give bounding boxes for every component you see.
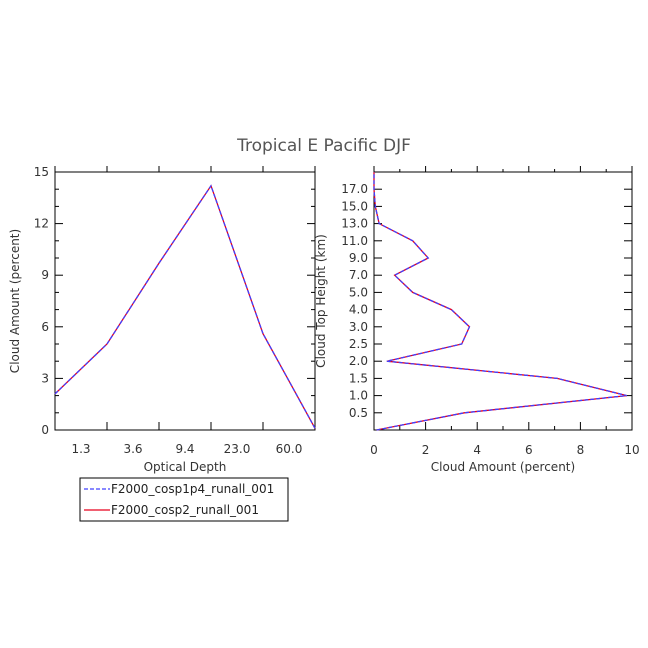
legend-label-series1: F2000_cosp1p4_runall_001: [111, 482, 274, 496]
right-y-tick-label: 9.0: [349, 251, 368, 265]
right-x-tick-label: 10: [624, 443, 639, 457]
right-y-tick-label: 17.0: [341, 182, 368, 196]
legend: F2000_cosp1p4_runall_001 F2000_cosp2_run…: [79, 477, 289, 522]
right-y-tick-label: 1.0: [349, 389, 368, 403]
left-y-tick-label: 12: [34, 217, 49, 231]
left-series-line-1: [54, 184, 316, 429]
right-y-tick-label: 1.5: [349, 371, 368, 385]
left-series-group: [54, 184, 316, 429]
right-series-line-2: [373, 172, 627, 431]
right-series-group: [373, 172, 627, 431]
right-y-tick-label: 2.5: [349, 337, 368, 351]
right-y-axis-title: Cloud Top Height (km): [314, 234, 328, 368]
left-x-tick-label: 60.0: [276, 442, 303, 456]
left-series-line-2: [54, 184, 316, 429]
left-x-tick-label: 1.3: [71, 442, 90, 456]
left-x-tick-label: 9.4: [175, 442, 194, 456]
figure-title: Tropical E Pacific DJF: [236, 136, 411, 156]
left-x-axis-title: Optical Depth: [144, 460, 227, 474]
right-series-line-1: [373, 172, 627, 431]
left-y-tick-label: 9: [41, 268, 49, 282]
right-ticks: 0 2 4 6 8 10 0.5 1.0 1.5 2.0 2.5 3.0 4.0 5.0 7.0 9.0 11.…: [341, 166, 640, 457]
left-y-axis-title: Cloud Amount (percent): [8, 229, 22, 373]
left-ticks: 0 3 6 9 12 15 1.3 3.6 9.4 23.0 60.0: [34, 165, 316, 456]
right-y-tick-label: 0.5: [349, 406, 368, 420]
left-plot-frame: [54, 171, 316, 431]
left-y-tick-label: 0: [41, 423, 49, 437]
right-x-axis-title: Cloud Amount (percent): [431, 460, 575, 474]
right-y-tick-label: 15.0: [341, 199, 368, 213]
right-y-tick-label: 7.0: [349, 268, 368, 282]
right-y-tick-label: 11.0: [341, 234, 368, 248]
right-x-tick-label: 0: [370, 443, 378, 457]
right-y-tick-label: 5.0: [349, 285, 368, 299]
legend-box: [79, 477, 289, 522]
right-x-tick-label: 6: [525, 443, 533, 457]
left-y-tick-label: 3: [41, 371, 49, 385]
left-y-tick-label: 6: [41, 320, 49, 334]
right-x-tick-label: 8: [577, 443, 585, 457]
right-y-tick-label: 2.0: [349, 354, 368, 368]
right-y-tick-label: 4.0: [349, 303, 368, 317]
right-x-tick-label: 2: [422, 443, 430, 457]
right-plot-frame: [373, 171, 633, 431]
left-y-tick-label: 15: [34, 165, 49, 179]
left-x-tick-label: 23.0: [224, 442, 251, 456]
legend-label-series2: F2000_cosp2_runall_001: [111, 503, 259, 517]
right-y-tick-label: 3.0: [349, 320, 368, 334]
right-chart: 0 2 4 6 8 10 0.5 1.0 1.5 2.0 2.5 3.0 4.0 5.0 7.0 9.0 11.…: [314, 166, 640, 474]
right-y-tick-label: 13.0: [341, 217, 368, 231]
left-x-tick-label: 3.6: [123, 442, 142, 456]
right-x-tick-label: 4: [473, 443, 481, 457]
